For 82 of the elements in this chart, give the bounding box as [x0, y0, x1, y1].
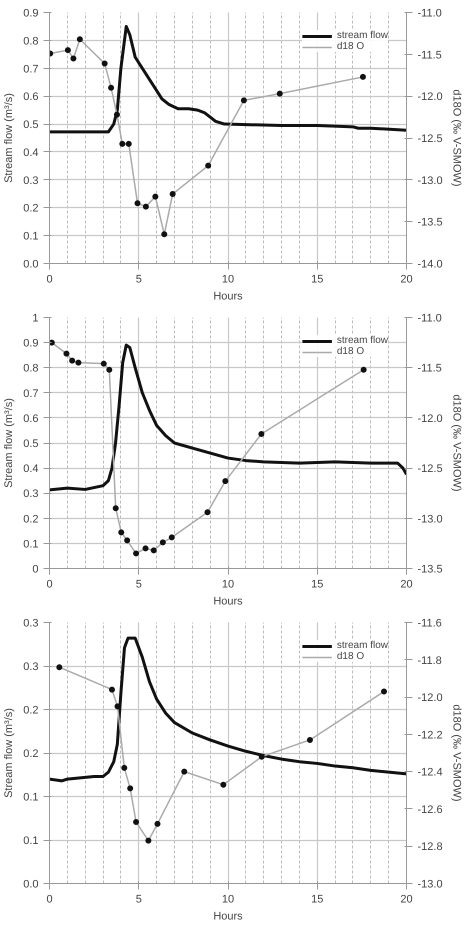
y2-tick-label: -12.5 — [418, 133, 443, 145]
y2-tick-label: -11.8 — [418, 654, 442, 667]
line-series — [50, 24, 406, 134]
y-tick-label: 0.6 — [23, 412, 39, 425]
y2-tick-label: -12.5 — [418, 463, 443, 476]
x-tick-label: 0 — [46, 894, 53, 906]
legend-label: d18 O — [336, 651, 364, 662]
y-tick-label: 0.1 — [23, 792, 39, 804]
x-tick-label: 15 — [311, 274, 324, 286]
y2-tick-label: -12.6 — [418, 804, 443, 816]
y2-tick-label: -12.0 — [418, 412, 443, 425]
y2-axis-title: d18O (‰ V-SMOW) — [450, 89, 463, 187]
y-tick-label: 0.1 — [23, 835, 39, 847]
y-tick-label: 0.7 — [23, 388, 39, 400]
y-tick-label: 0.9 — [23, 8, 39, 20]
x-tick-label: 10 — [222, 274, 234, 286]
y-tick-label: 0.6 — [23, 91, 39, 104]
y-axis-title: Stream flow (m³/s) — [3, 93, 16, 183]
y-tick-label: 0.4 — [23, 463, 39, 476]
y-axis-title: Stream flow (m³/s) — [3, 708, 16, 798]
y-tick-label: 0.7 — [23, 63, 39, 76]
y2-tick-label: -12.2 — [418, 729, 443, 742]
x-tick-label: 5 — [136, 894, 142, 906]
y2-tick-label: -13.0 — [418, 174, 443, 187]
line-series — [50, 636, 406, 782]
y-axis-title: Stream flow (m³/s) — [3, 398, 16, 488]
x-tick-label: 5 — [136, 274, 142, 286]
y-tick-label: 0.3 — [23, 661, 39, 673]
legend-label: stream flow — [336, 640, 388, 651]
x-tick-label: 10 — [222, 578, 234, 590]
legend-label: d18 O — [336, 346, 364, 357]
x-tick-label: 20 — [400, 578, 413, 590]
y-tick-label: 0 — [32, 564, 39, 576]
legend-label: d18 O — [336, 41, 364, 52]
x-tick-label: 0 — [46, 274, 53, 286]
x-tick-label: 10 — [222, 894, 234, 906]
x-axis-title: Hours — [213, 290, 244, 302]
x-tick-label: 15 — [311, 894, 324, 906]
y-tick-label: 0.3 — [23, 488, 39, 500]
y2-tick-label: -11.0 — [418, 312, 442, 324]
y2-axis-title: d18O (‰ V-SMOW) — [450, 394, 463, 492]
y-tick-label: 0.0 — [23, 258, 39, 270]
y2-axis-title: d18O (‰ V-SMOW) — [450, 704, 463, 802]
x-axis-title: Hours — [213, 596, 244, 608]
y2-tick-label: -14.0 — [418, 258, 443, 270]
y2-tick-label: -12.4 — [418, 766, 443, 779]
y2-tick-label: -11.5 — [418, 49, 442, 62]
line-series — [50, 344, 406, 492]
y-tick-label: 0.3 — [23, 174, 39, 187]
y-tick-label: 0.3 — [23, 618, 39, 630]
y-tick-label: 0.1 — [23, 230, 39, 243]
y-tick-label: 0.2 — [23, 748, 39, 760]
y2-tick-label: -11.0 — [418, 8, 442, 20]
y2-tick-label: -12.0 — [418, 692, 443, 704]
y2-tick-label: -11.6 — [418, 618, 442, 630]
x-tick-label: 5 — [136, 578, 142, 590]
y-tick-label: 0.9 — [23, 338, 39, 350]
y-tick-label: 0.2 — [23, 513, 39, 526]
y2-tick-label: -13.0 — [418, 513, 443, 526]
y2-tick-label: -13.5 — [418, 216, 443, 229]
y-tick-label: 0.8 — [23, 362, 39, 375]
y-tick-label: 0.0 — [23, 878, 39, 890]
legend-label: stream flow — [336, 30, 388, 41]
y-tick-label: 0.5 — [23, 119, 39, 132]
y-tick-label: 0.5 — [23, 438, 39, 450]
y2-tick-label: -12.8 — [418, 841, 443, 854]
y-tick-label: 1 — [32, 312, 39, 324]
y-tick-label: 0.4 — [23, 146, 39, 159]
y-tick-label: 0.1 — [23, 538, 39, 550]
y-tick-label: 0.8 — [23, 35, 39, 48]
y2-tick-label: -12.0 — [418, 91, 443, 104]
y2-tick-label: -13.5 — [418, 564, 443, 576]
y2-tick-label: -13.0 — [418, 878, 443, 890]
x-axis-title: Hours — [213, 910, 244, 922]
y-tick-label: 0.2 — [23, 202, 39, 215]
x-tick-label: 0 — [46, 578, 53, 590]
x-tick-label: 20 — [400, 894, 413, 906]
y2-tick-label: -11.5 — [418, 362, 442, 375]
legend-label: stream flow — [336, 335, 388, 346]
x-tick-label: 20 — [400, 274, 413, 286]
x-tick-label: 15 — [311, 578, 324, 590]
y-tick-label: 0.2 — [23, 704, 39, 716]
